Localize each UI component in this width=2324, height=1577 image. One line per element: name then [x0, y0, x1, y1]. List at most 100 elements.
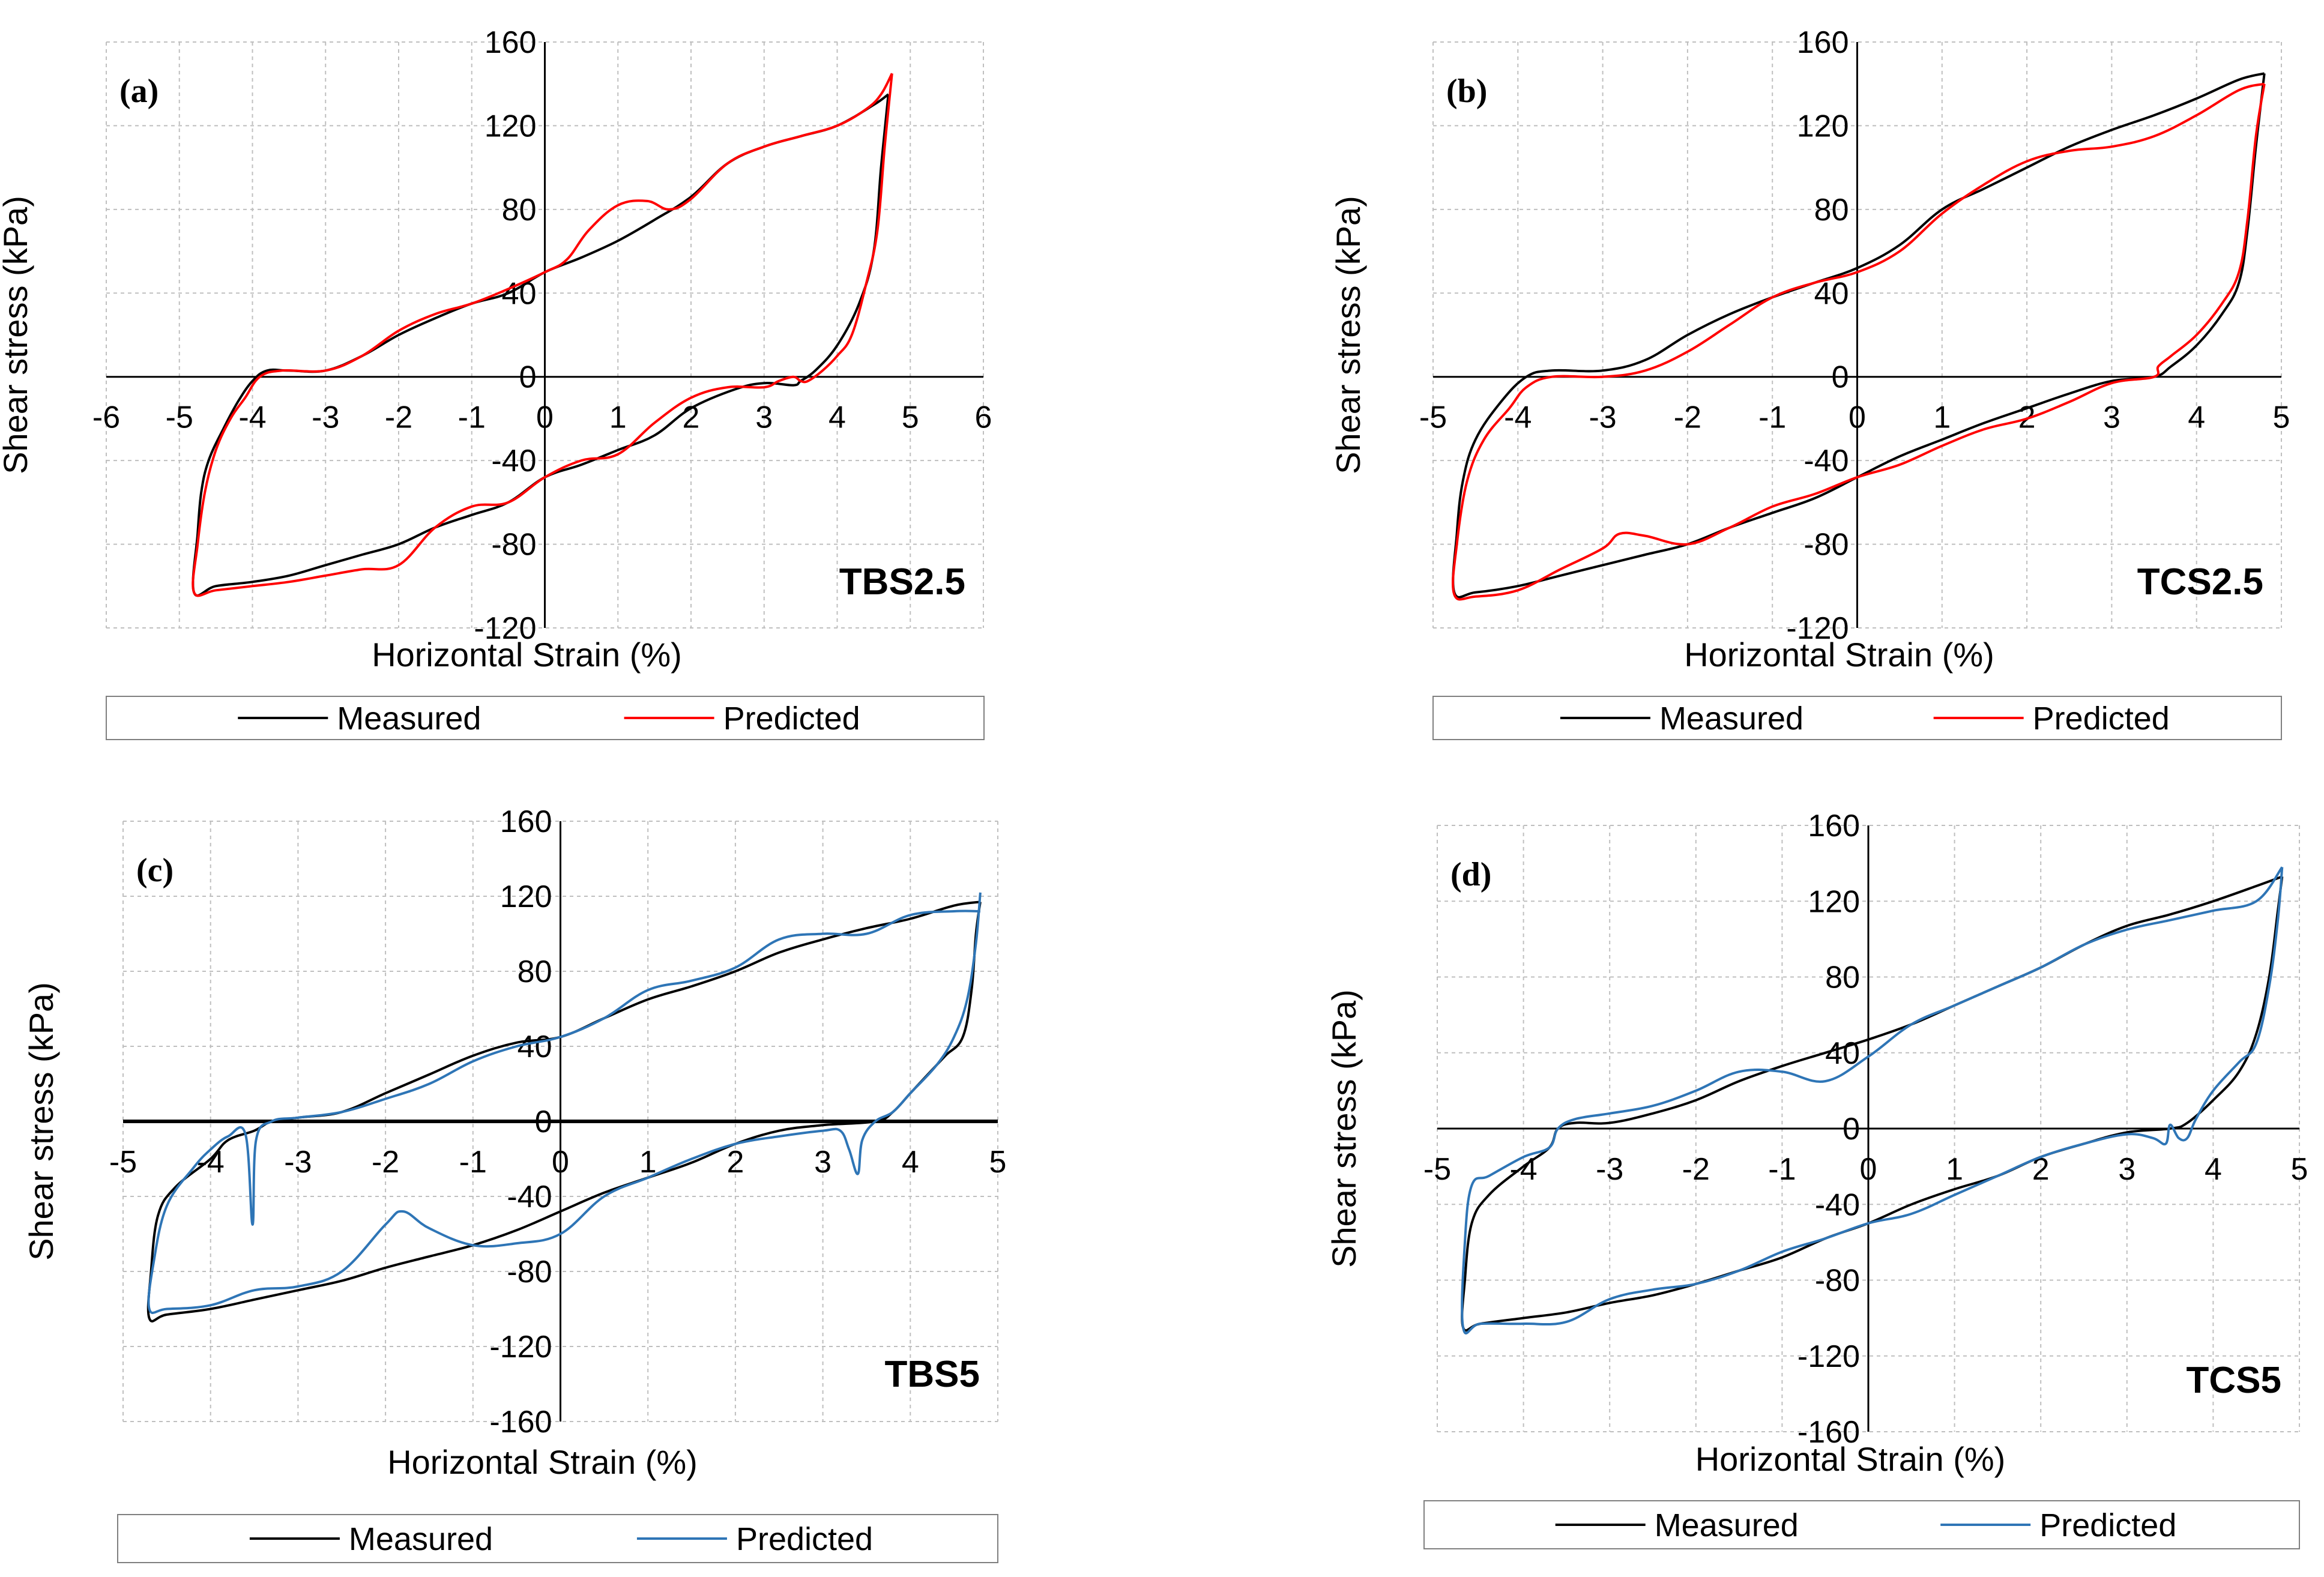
x-axis-title: Horizontal Strain (%)	[387, 1443, 698, 1481]
chart-panel-d: -5 -4 -3 -2 -1 0 1 2 3 4 5-160-120-80-400408012016…	[1325, 809, 2308, 1549]
y-tick-label: -120	[489, 1330, 552, 1364]
x-tick-label: -5	[109, 1145, 137, 1180]
x-tick-label: 1	[1933, 400, 1951, 435]
y-tick-label: -80	[1803, 528, 1849, 562]
x-axis-title: Horizontal Strain (%)	[1684, 636, 1994, 674]
legend-label-predicted: Predicted	[736, 1521, 873, 1557]
x-tick-label: -5	[1423, 1152, 1451, 1187]
x-tick-label: -4	[238, 400, 266, 435]
x-tick-label: 2	[726, 1145, 744, 1180]
y-tick-label: -80	[491, 528, 536, 562]
x-tick-label: 1	[1946, 1152, 1963, 1187]
x-tick-label: -1	[458, 400, 486, 435]
x-tick-label: 4	[828, 400, 846, 435]
y-tick-label: 0	[519, 360, 537, 395]
legend-label-predicted: Predicted	[723, 701, 860, 737]
y-tick-label: 120	[1808, 884, 1860, 919]
y-tick-label: -40	[1815, 1187, 1860, 1222]
panel-label: (c)	[136, 852, 174, 889]
x-axis-title: Horizontal Strain (%)	[1695, 1440, 2006, 1478]
legend-label-measured: Measured	[349, 1521, 493, 1557]
x-tick-label: 5	[902, 400, 919, 435]
y-tick-label: 0	[1832, 360, 1849, 395]
series-line-predicted	[147, 892, 982, 1314]
series-line-measured	[146, 900, 982, 1323]
x-tick-label: 0	[536, 400, 554, 435]
y-tick-label: 80	[502, 193, 537, 228]
y-tick-label: -120	[1797, 1339, 1860, 1374]
x-tick-label: -3	[1589, 400, 1616, 435]
specimen-label: TCS2.5	[2137, 561, 2263, 603]
y-tick-label: 80	[518, 954, 552, 989]
x-tick-label: -6	[92, 400, 120, 435]
y-tick-label: -40	[1803, 444, 1849, 478]
x-tick-label: -2	[385, 400, 412, 435]
y-tick-label: 40	[518, 1030, 552, 1064]
legend-label-measured: Measured	[1655, 1507, 1799, 1543]
chart-panel-c: -5 -4 -3 -2 -1 0 1 2 3 4 5-160-120-80-400408012016…	[22, 804, 1006, 1563]
y-tick-label: 160	[1808, 809, 1860, 843]
specimen-label: TCS5	[2187, 1360, 2281, 1401]
x-tick-label: 3	[2103, 400, 2120, 435]
x-tick-label: -3	[284, 1145, 312, 1180]
x-tick-label: 6	[975, 400, 992, 435]
y-tick-label: 80	[1814, 193, 1849, 228]
x-tick-label: 4	[902, 1145, 919, 1180]
x-tick-label: 1	[609, 400, 627, 435]
legend: Measured Predicted	[1432, 696, 2282, 740]
x-tick-label: 5	[2273, 400, 2290, 435]
y-tick-label: 120	[500, 879, 552, 914]
legend: Measured Predicted	[117, 1514, 998, 1563]
x-tick-label: 0	[1860, 1152, 1877, 1187]
y-tick-label: 0	[1843, 1112, 1860, 1147]
y-tick-label: 0	[535, 1105, 552, 1139]
x-tick-label: -5	[166, 400, 193, 435]
chart-panel-a: -6 -5 -4 -3 -2 -1 0 1 2 3 4 5 6-120-80-4004080120160…	[0, 25, 992, 740]
y-tick-label: -40	[491, 444, 536, 478]
x-tick-label: 4	[2205, 1152, 2222, 1187]
y-axis-title: Shear stress (kPa)	[1329, 196, 1367, 474]
y-tick-label: -80	[1815, 1264, 1860, 1298]
y-tick-label: -120	[1786, 611, 1849, 646]
legend-label-measured: Measured	[337, 701, 481, 737]
y-axis-title: Shear stress (kPa)	[22, 982, 60, 1261]
y-tick-label: -160	[489, 1405, 552, 1440]
x-tick-label: -2	[1674, 400, 1701, 435]
y-tick-label: 80	[1825, 960, 1860, 995]
y-tick-label: 40	[1825, 1036, 1860, 1071]
y-tick-label: 160	[1797, 25, 1849, 60]
x-tick-label: 0	[552, 1145, 569, 1180]
panel-label: (b)	[1446, 73, 1487, 110]
x-tick-label: 0	[1849, 400, 1866, 435]
x-tick-label: -1	[1758, 400, 1786, 435]
legend: Measured Predicted	[1423, 1500, 2300, 1549]
y-tick-label: 160	[484, 25, 537, 60]
y-tick-label: -80	[507, 1255, 552, 1289]
x-tick-label: -1	[1768, 1152, 1796, 1187]
panel-label: (a)	[119, 73, 158, 110]
y-tick-label: -160	[1797, 1415, 1860, 1450]
y-tick-label: 120	[484, 109, 537, 143]
legend-label-measured: Measured	[1659, 701, 1803, 737]
specimen-label: TBS2.5	[839, 561, 965, 603]
x-tick-label: -2	[1682, 1152, 1710, 1187]
series-line-predicted	[192, 73, 893, 597]
x-tick-label: -1	[459, 1145, 487, 1180]
x-tick-label: -2	[372, 1145, 399, 1180]
x-tick-label: 3	[2118, 1152, 2135, 1187]
y-axis-title: Shear stress (kPa)	[1325, 989, 1363, 1268]
series-line-predicted	[1452, 82, 2266, 601]
x-tick-label: 4	[2188, 400, 2205, 435]
x-tick-label: -4	[1504, 400, 1532, 435]
legend: Measured Predicted	[106, 696, 985, 740]
y-tick-label: 120	[1797, 109, 1849, 143]
chart-panel-b: -5 -4 -3 -2 -1 0 1 2 3 4 5-120-80-4004080120160(b)…	[1329, 25, 2290, 740]
series-line-predicted	[1461, 866, 2284, 1334]
y-tick-label: 160	[500, 804, 552, 839]
y-axis-title: Shear stress (kPa)	[0, 196, 34, 474]
x-tick-label: -3	[312, 400, 339, 435]
series-line-measured	[1461, 875, 2284, 1332]
x-tick-label: 5	[2291, 1152, 2308, 1187]
x-tick-label: -3	[1596, 1152, 1623, 1187]
legend-label-predicted: Predicted	[2039, 1507, 2176, 1543]
